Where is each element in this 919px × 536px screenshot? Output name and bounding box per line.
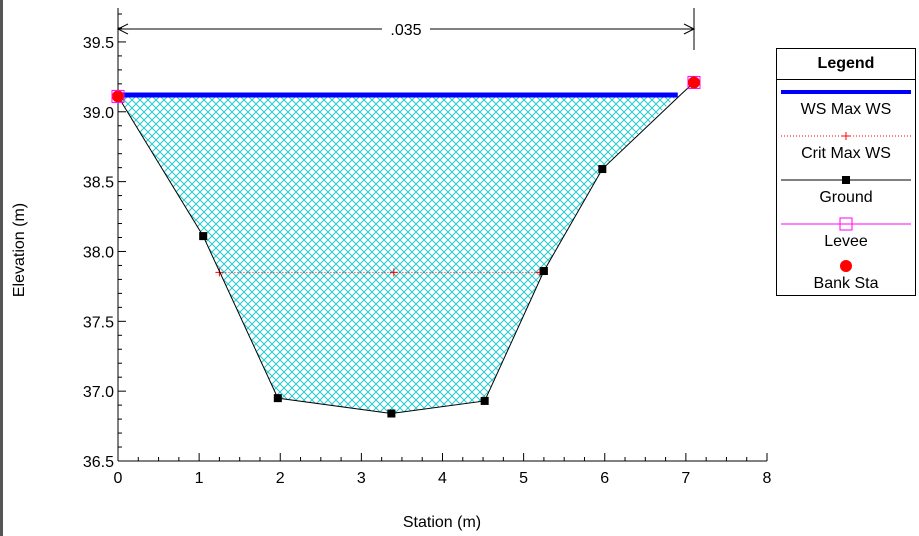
legend-ws-line-icon <box>781 90 911 94</box>
legend-ground-line-icon <box>781 176 911 184</box>
y-tick-label: 39.5 <box>83 35 114 52</box>
x-axis-label: Station (m) <box>403 514 481 531</box>
bank-station-marker <box>112 90 124 103</box>
x-tick-label: 8 <box>763 470 772 487</box>
annotation-left-arrow <box>116 23 129 35</box>
left-bank-outline <box>111 89 125 103</box>
y-tick-label: 38.0 <box>83 244 114 261</box>
crit-ws-point <box>389 268 398 277</box>
legend-label-levee: Levee <box>824 233 868 250</box>
ground-point <box>480 396 489 405</box>
water-fill <box>118 95 678 414</box>
annotation-label: .035 <box>390 22 421 39</box>
legend-label-ground: Ground <box>819 189 873 206</box>
x-tick-label: 7 <box>681 470 690 487</box>
y-tick-label: 38.5 <box>83 175 114 192</box>
legend-item-levee: Levee <box>777 215 915 259</box>
annotation-right-arrow <box>683 23 696 35</box>
legend-bank-marker-icon <box>840 260 852 272</box>
legend-title: Legend <box>777 49 915 80</box>
y-tick-label: 37.5 <box>83 314 114 331</box>
y-tick-label: 39.0 <box>83 105 114 122</box>
ground-point <box>199 232 208 241</box>
x-tick-label: 6 <box>600 470 609 487</box>
y-axis-label: Elevation (m) <box>11 203 28 297</box>
x-tick-label: 4 <box>438 470 447 487</box>
legend-item-ground: Ground <box>777 171 915 215</box>
ground-point <box>273 394 282 403</box>
x-tick-label: 3 <box>357 470 366 487</box>
x-tick-label: 2 <box>276 470 285 487</box>
legend-levee-line-icon <box>781 217 911 231</box>
ground-point <box>598 165 607 174</box>
legend-item-bank: Bank Sta <box>777 257 915 301</box>
y-tick-label: 37.0 <box>83 384 114 401</box>
legend-item-crit: Crit Max WS <box>777 127 915 171</box>
x-tick-label: 0 <box>114 470 123 487</box>
legend-crit-line-icon <box>781 132 911 140</box>
x-tick-label: 5 <box>519 470 528 487</box>
legend-item-ws: WS Max WS <box>777 83 915 127</box>
ground-point <box>539 267 548 276</box>
legend-label-crit: Crit Max WS <box>801 145 891 162</box>
ground-point <box>387 409 396 418</box>
bank-station-marker <box>687 76 700 89</box>
legend-label-bank: Bank Sta <box>813 275 879 292</box>
legend-label-ws: WS Max WS <box>800 101 892 118</box>
x-tick-label: 1 <box>195 470 204 487</box>
y-tick-label: 36.5 <box>83 454 114 471</box>
legend: Legend WS Max WS Crit Max WS Ground Leve… <box>776 48 916 296</box>
window-border <box>0 0 3 536</box>
